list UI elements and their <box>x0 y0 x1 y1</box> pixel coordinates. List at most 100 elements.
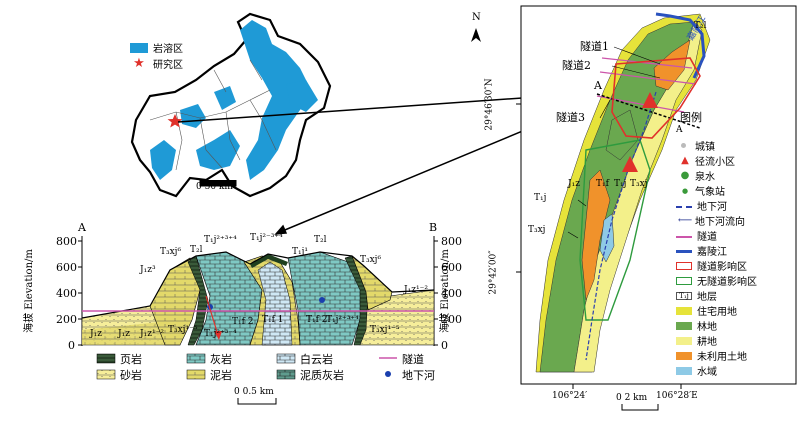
legend-town-label: 城镇 <box>695 142 715 153</box>
section-legend-swatches <box>96 353 397 380</box>
karst-swatch <box>130 42 148 53</box>
stratum-box-icon: T₁j <box>676 291 692 300</box>
legend-underground-river: 地下河 <box>676 198 727 213</box>
overview-scale-label: 0 50 km <box>196 182 233 192</box>
town-icon <box>681 143 686 148</box>
north-label: N <box>472 12 481 23</box>
legend-residential: 住宅用地 <box>676 303 737 318</box>
legend-farmland-label: 耕地 <box>697 337 717 348</box>
tunnel-label-2: 隧道2 <box>562 59 591 72</box>
tunnel-label-3: 隧道3 <box>556 111 585 124</box>
legend-point-a: A <box>676 125 683 135</box>
legend-jialing: 嘉陵江 <box>676 243 727 258</box>
lon-left: 106°24′ <box>552 391 588 401</box>
runoff-plot-1 <box>642 92 658 108</box>
tunnel-line-icon <box>676 235 692 238</box>
triangle-icon: ▲ <box>681 155 689 166</box>
legend-runoff: ▲ 径流小区 <box>676 153 735 168</box>
legend-uriver-label: 地下河 <box>697 202 727 213</box>
section-end-a: A <box>78 221 86 234</box>
legend-title: 图例 <box>680 111 702 124</box>
legend-forest: 林地 <box>676 318 717 333</box>
legend-tunnel-zone: 隧道影响区 <box>676 258 747 273</box>
legend-karst-area: 岩溶区 <box>130 40 183 55</box>
legend-limestone-label: 灰岩 <box>210 353 232 366</box>
legend-weather: ● 气象站 <box>676 183 725 199</box>
formation-label: T₁j²⁺³⁺⁴ <box>204 235 237 245</box>
formation-label: T₁j²⁻³⁺⁴ <box>250 233 283 243</box>
section-y-axis-label: 海拔 Elevation/m <box>23 249 35 333</box>
ytick: 0 <box>441 339 448 352</box>
legend-dolomite-label: 白云岩 <box>300 353 333 366</box>
ytick: 800 <box>56 235 77 248</box>
jialing-river <box>655 12 706 79</box>
forest-swatch <box>676 321 692 330</box>
formation-label: T₃xj⁶ <box>360 255 382 265</box>
ytick: 600 <box>441 261 462 274</box>
overview-scale-bar <box>199 180 237 187</box>
formation-label: T₂l <box>314 235 327 245</box>
water-swatch <box>676 366 692 375</box>
ytick: 800 <box>441 235 462 248</box>
formation-label: J₁z³ <box>140 265 156 275</box>
legend-no-tunnel-zone: 无隧道影响区 <box>676 273 757 288</box>
legend-ntzone-label: 无隧道影响区 <box>697 277 757 288</box>
legend-town: 城镇 <box>676 138 715 153</box>
legend-river-label: 地下河 <box>402 369 435 382</box>
cross-section <box>78 236 438 346</box>
formation-label: T₃xj¹⁻⁵ <box>168 325 198 335</box>
lat-bottom: 29°42′00″ <box>488 250 499 295</box>
north-arrow <box>471 28 481 42</box>
map-label-t1j-2: T₁j <box>534 193 547 203</box>
legend-residential-label: 住宅用地 <box>697 307 737 318</box>
legend-karst-label: 岩溶区 <box>153 44 183 55</box>
ytick: 400 <box>441 287 462 300</box>
formation-label: T₁j¹ <box>292 247 309 257</box>
map-label-t1j: T₁j <box>614 179 627 189</box>
weather-station-icon: ● <box>681 186 689 195</box>
detail-scale-bar <box>621 404 659 411</box>
detail-scale-label: 0 2 km <box>616 393 648 403</box>
formation-label: T₁j²⁺³⁺⁴ <box>326 315 359 325</box>
legend-weather-label: 气象站 <box>695 187 725 198</box>
section-scale-label: 0 0.5 km <box>234 387 274 397</box>
legend-tunnel-label: 隧道 <box>402 353 424 366</box>
map-label-t3xj-2: T₃xj <box>528 225 546 235</box>
formation-label: J₁z <box>90 329 102 339</box>
legend-unused-label: 未利用土地 <box>697 352 747 363</box>
river-line-icon <box>676 250 692 253</box>
spring-icon: ● <box>680 170 690 181</box>
legend-unused: 未利用土地 <box>676 348 747 363</box>
map-label-t1f: T₁f <box>596 179 609 189</box>
section-end-b: B <box>429 221 438 234</box>
formation-label: T₁f 2 <box>232 317 254 327</box>
formation-label: T₁j²⁺³⁻⁴ <box>204 329 237 339</box>
arrow-icon: ⟵ <box>677 215 693 226</box>
legend-sandstone-label: 砂岩 <box>120 369 142 382</box>
lat-top: 29°46′30″N <box>484 78 495 131</box>
residential-swatch <box>676 306 692 315</box>
formation-label: T₁f 1 <box>262 315 284 325</box>
study-area-star <box>167 114 183 128</box>
legend-study-label: 研究区 <box>153 60 183 71</box>
unused-swatch <box>676 351 692 360</box>
legend-flow-label: 地下河流向 <box>695 217 745 228</box>
map-label-t3xj: T₃xj <box>630 179 648 189</box>
legend-stratum: T₁j 地层 <box>676 288 717 303</box>
red-box-icon <box>676 261 692 270</box>
formation-label: T₂l <box>190 245 203 255</box>
legend-marl-label: 泥质灰岩 <box>300 369 344 382</box>
farmland-swatch <box>676 336 692 345</box>
formation-label: T₃xj¹⁻⁵ <box>370 325 400 335</box>
section-scale-bar <box>237 398 277 405</box>
legend-forest-label: 林地 <box>697 322 717 333</box>
formation-label: J₁z <box>118 329 130 339</box>
legend-runoff-label: 径流小区 <box>695 157 735 168</box>
legend-water-label: 水域 <box>697 367 717 378</box>
legend-water: 水域 <box>676 363 717 378</box>
formation-label: T₃xj⁶ <box>160 247 182 257</box>
legend-spring: ● 泉水 <box>676 168 715 183</box>
legend-spring-label: 泉水 <box>695 172 715 183</box>
legend-tzone-label: 隧道影响区 <box>697 262 747 273</box>
